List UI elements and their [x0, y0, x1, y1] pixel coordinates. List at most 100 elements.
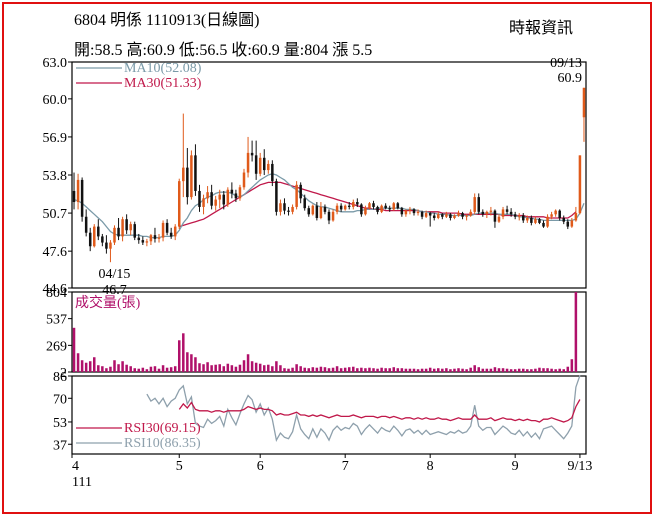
volume-bar [522, 368, 525, 372]
volume-bar [88, 361, 92, 372]
volume-bar [254, 362, 258, 372]
volume-bar [449, 369, 452, 372]
volume-bar [513, 369, 517, 372]
volume-bar [465, 369, 468, 372]
candle-body [526, 217, 529, 221]
candle-body [93, 226, 96, 247]
candle-body [501, 209, 505, 217]
candle-body [153, 235, 157, 239]
x-tick-label: 7 [342, 459, 349, 474]
volume-bar [392, 367, 396, 372]
candle-body [97, 226, 100, 237]
x-tick-label: 9 [512, 459, 519, 474]
volume-bar [169, 367, 173, 372]
volume-bar [323, 367, 327, 372]
candle-body [477, 197, 481, 212]
chart-frame [2, 2, 652, 514]
rsi-tick-label: 70 [53, 392, 67, 407]
candle-body [101, 236, 104, 243]
volume-bar [497, 368, 501, 372]
volume-bar [303, 367, 306, 372]
volume-bar [347, 367, 351, 372]
candle-body [534, 219, 537, 223]
volume-tick-label: 537 [46, 313, 67, 328]
candle-body [238, 187, 242, 199]
candle-body [538, 219, 541, 223]
volume-bar [469, 367, 472, 372]
volume-bar [457, 368, 460, 372]
volume-bar [574, 292, 578, 372]
candle-body [287, 210, 290, 212]
volume-bar [262, 365, 266, 372]
candle-body [432, 215, 436, 218]
volume-bar [538, 367, 541, 372]
volume-bar [327, 368, 331, 372]
volume-bar [343, 367, 347, 372]
volume-bar [315, 367, 319, 372]
price-tick-label: 53.8 [43, 169, 68, 184]
candle-body [283, 203, 286, 211]
candle-body [165, 222, 169, 233]
candle-body [262, 157, 266, 171]
candle-body [173, 226, 177, 237]
volume-bar [505, 368, 509, 372]
volume-tick-label: 2 [60, 366, 67, 381]
panel-border-0 [71, 61, 587, 289]
volume-bar [258, 363, 262, 372]
volume-bar [534, 368, 537, 372]
volume-bar [234, 366, 238, 372]
ma10-line [73, 173, 585, 239]
x-tick-label: 8 [427, 459, 434, 474]
candle-body [299, 184, 302, 199]
candle-body [76, 179, 80, 203]
volume-bar [275, 361, 278, 372]
volume-bar [473, 365, 476, 372]
volume-bar [493, 367, 497, 372]
volume-bar [121, 361, 124, 372]
candle-body [279, 203, 282, 212]
volume-bar [186, 352, 189, 372]
volume-bar [384, 368, 387, 372]
volume-bar [530, 369, 533, 372]
candle-body [384, 205, 387, 209]
x-tick-label: 5 [176, 459, 183, 474]
volume-bar [97, 365, 100, 372]
candle-body [254, 155, 258, 174]
candle-body [554, 210, 557, 215]
volume-bar [153, 366, 157, 372]
volume-bar [501, 368, 505, 372]
candle-body [420, 211, 424, 217]
candle-body [546, 216, 549, 227]
candle-body [457, 213, 460, 216]
x-tick-label: 6 [257, 459, 264, 474]
candle-body [230, 189, 234, 194]
volume-bar [485, 368, 489, 372]
candle-body [380, 205, 383, 212]
volume-bar [202, 364, 205, 372]
candle-body [117, 227, 120, 237]
candle-body [550, 214, 553, 217]
candle-body [315, 205, 319, 218]
volume-bar [182, 333, 185, 372]
volume-bar [161, 365, 165, 372]
volume-bar [80, 360, 84, 372]
volume-tick-label: 804 [46, 286, 67, 301]
candle-body [133, 224, 136, 238]
volume-bar [129, 366, 132, 372]
volume-bar [283, 368, 286, 372]
candle-body [169, 232, 173, 237]
volume-bar [287, 368, 290, 372]
candle-body [392, 203, 396, 210]
candle-body [182, 167, 185, 182]
candle-body [497, 216, 501, 222]
source-label: 時報資訊 [509, 20, 574, 37]
legend-ma30: MA30(51.33) [124, 76, 202, 91]
candle-body [441, 214, 444, 217]
volume-bar [149, 366, 153, 372]
candle-body [218, 194, 221, 200]
candle-body [145, 241, 149, 243]
rsi-tick-label: 53 [53, 416, 67, 431]
volume-bar [517, 368, 521, 372]
candle-body [461, 213, 464, 217]
